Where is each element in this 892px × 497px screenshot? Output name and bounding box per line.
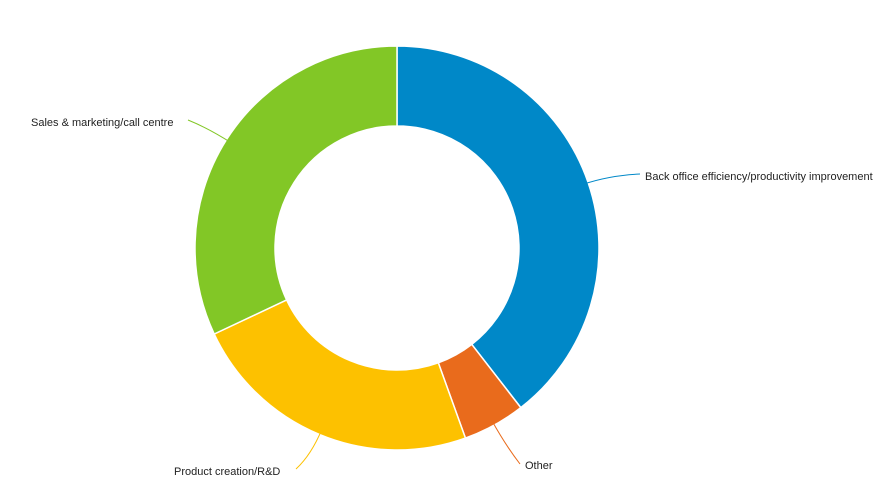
leader-sales-marketing [187,119,232,144]
label-back-office: Back office efficiency/productivity impr… [645,171,873,183]
label-product-creation: Product creation/R&D [174,466,280,478]
leader-lines [187,119,641,470]
label-other: Other [525,460,553,472]
slice-back-office [396,45,600,409]
slices [194,45,600,451]
slice-labels: Back office efficiency/productivity impr… [31,117,873,478]
slice-sales-marketing [194,45,398,336]
leader-back-office [582,173,641,185]
leader-other [490,419,521,465]
label-sales-marketing: Sales & marketing/call centre [31,117,173,129]
leader-product-creation [295,428,323,470]
slice-product-creation [213,298,467,451]
